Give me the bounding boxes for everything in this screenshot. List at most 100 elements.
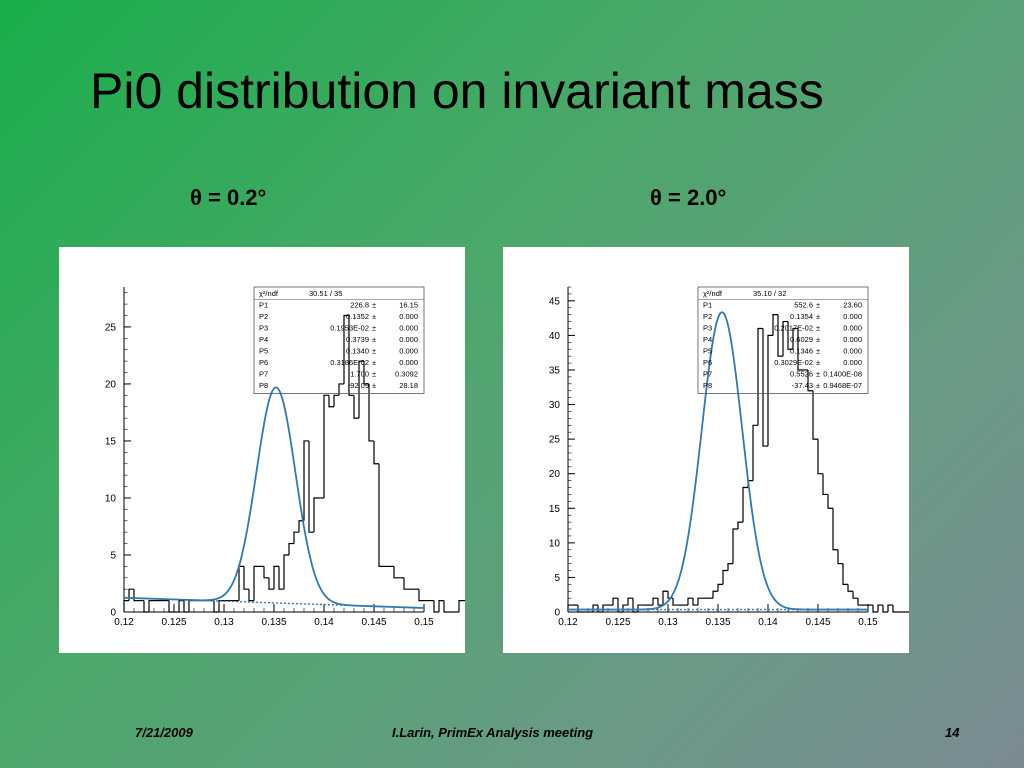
histogram-bin [343,314,349,384]
stats-param-value: 0.3739 [346,335,369,344]
stats-param-value: 0.1352 [346,312,369,321]
y-tick-label: 15 [549,504,561,515]
histogram-bin [303,440,309,521]
stats-param-name: P5 [703,347,712,356]
stats-param-value: -37.43 [792,381,813,390]
fit-curve [123,386,425,609]
stats-chi2-value: 35.10 / 32 [753,289,786,298]
footer-center: I.Larin, PrimEx Analysis meeting [392,725,594,740]
histogram-bin [822,473,828,496]
stats-param-name: P8 [703,381,712,390]
histogram-bin [183,600,189,613]
histogram-bin [393,566,399,579]
histogram-bin [288,542,294,555]
x-tick-label: 0.13 [658,617,678,628]
histogram-bin [622,604,628,612]
stats-param-value: 0.3029E-02 [774,358,813,367]
stats-param-value: 0.1354 [790,312,813,321]
y-tick-label: 10 [105,493,117,504]
histogram-bin [148,599,154,612]
x-tick-label: 0.13 [214,617,234,628]
histogram-bin [128,588,134,601]
histogram-bin [632,598,638,613]
histogram-bin [782,320,788,357]
histogram-bin [657,598,663,606]
histogram-bin [243,566,249,590]
stats-param-name: P6 [703,358,712,367]
stats-param-name: P1 [703,301,712,310]
histogram-bin [592,604,598,612]
histogram-bin [438,599,444,612]
histogram-bin [767,334,773,447]
stats-param-error: 0.000 [843,347,862,356]
histogram-bin [887,604,893,612]
stats-plus-minus: ± [372,381,376,390]
stats-plus-minus: ± [372,312,376,321]
stats-chi2-value: 30.51 / 35 [309,289,342,298]
histogram-bin [617,598,623,613]
stats-param-error: 0.000 [843,358,862,367]
stats-chi2-label: χ²/ndf [259,289,279,298]
stats-param-value: 0.1953E-02 [330,324,369,333]
histogram-bin [712,590,718,599]
histogram-panel-right: 0 5 10 15 20 25 30 35 40 45 0.12 0.125 0.13 0.135 0.14… [503,247,909,653]
y-tick-label: 40 [549,331,561,342]
histogram-bin [792,327,798,350]
x-tick-label: 0.12 [558,617,578,628]
stats-param-name: P3 [703,324,712,333]
histogram-bin [188,599,194,612]
x-tick-label: 0.15 [414,617,434,628]
stats-box [697,286,869,394]
stats-param-value: 0.3186E-02 [330,358,369,367]
histogram-bin [123,599,129,612]
histogram-bin [323,394,329,498]
histogram-bin [837,549,843,565]
histogram-bin [403,577,409,590]
stats-param-name: P5 [259,347,268,356]
stats-param-name: P7 [259,370,268,379]
stats-param-name: P2 [259,312,268,321]
stats-param-value: 552.6 [794,301,813,310]
stats-param-name: P1 [259,301,268,310]
histogram-bin [358,360,364,419]
histogram-chart-right: 0 5 10 15 20 25 30 35 40 45 0.12 0.125 0.13 0.135 0.14… [549,286,909,628]
histogram-bin [248,589,254,602]
stats-plus-minus: ± [816,335,820,344]
stats-plus-minus: ± [372,324,376,333]
stats-param-value: 1.700 [350,370,369,379]
histogram-bin [717,583,723,592]
histogram-bin [348,315,354,396]
stats-param-value: 0.1346 [790,347,813,356]
footer-date: 7/21/2009 [135,725,193,740]
stats-plus-minus: ± [816,381,820,390]
stats-plus-minus: ± [816,312,820,321]
stats-param-name: P4 [259,335,268,344]
histogram-bin [597,605,603,613]
histogram-bin [652,597,658,606]
histogram-bin [842,563,848,585]
histogram-bin [313,497,319,533]
x-tick-label: 0.145 [361,617,386,628]
histogram-bin [692,598,698,606]
y-tick-label: 20 [549,469,561,480]
histogram-bin [328,395,334,408]
histogram-bin [363,361,369,385]
histogram-bin [577,605,583,613]
stats-param-name: P2 [703,312,712,321]
stats-param-error: 0.000 [399,358,418,367]
histogram-bin [737,521,743,530]
histogram-bin [672,598,678,606]
histogram-bin [892,605,898,613]
stats-param-name: P8 [259,381,268,390]
histogram-bin [722,569,728,585]
stats-param-value: 0.6029 [790,335,813,344]
stats-param-error: 0.9468E-07 [823,381,862,390]
histogram-bin [777,314,783,357]
y-tick-label: 35 [549,365,561,376]
stats-param-value: -92.09 [348,381,369,390]
stats-param-value: 0.5526 [790,370,813,379]
histogram-bin [772,314,778,336]
stats-param-name: P4 [703,335,712,344]
stats-chi2-label: χ²/ndf [703,289,723,298]
histogram-bin [612,597,618,606]
